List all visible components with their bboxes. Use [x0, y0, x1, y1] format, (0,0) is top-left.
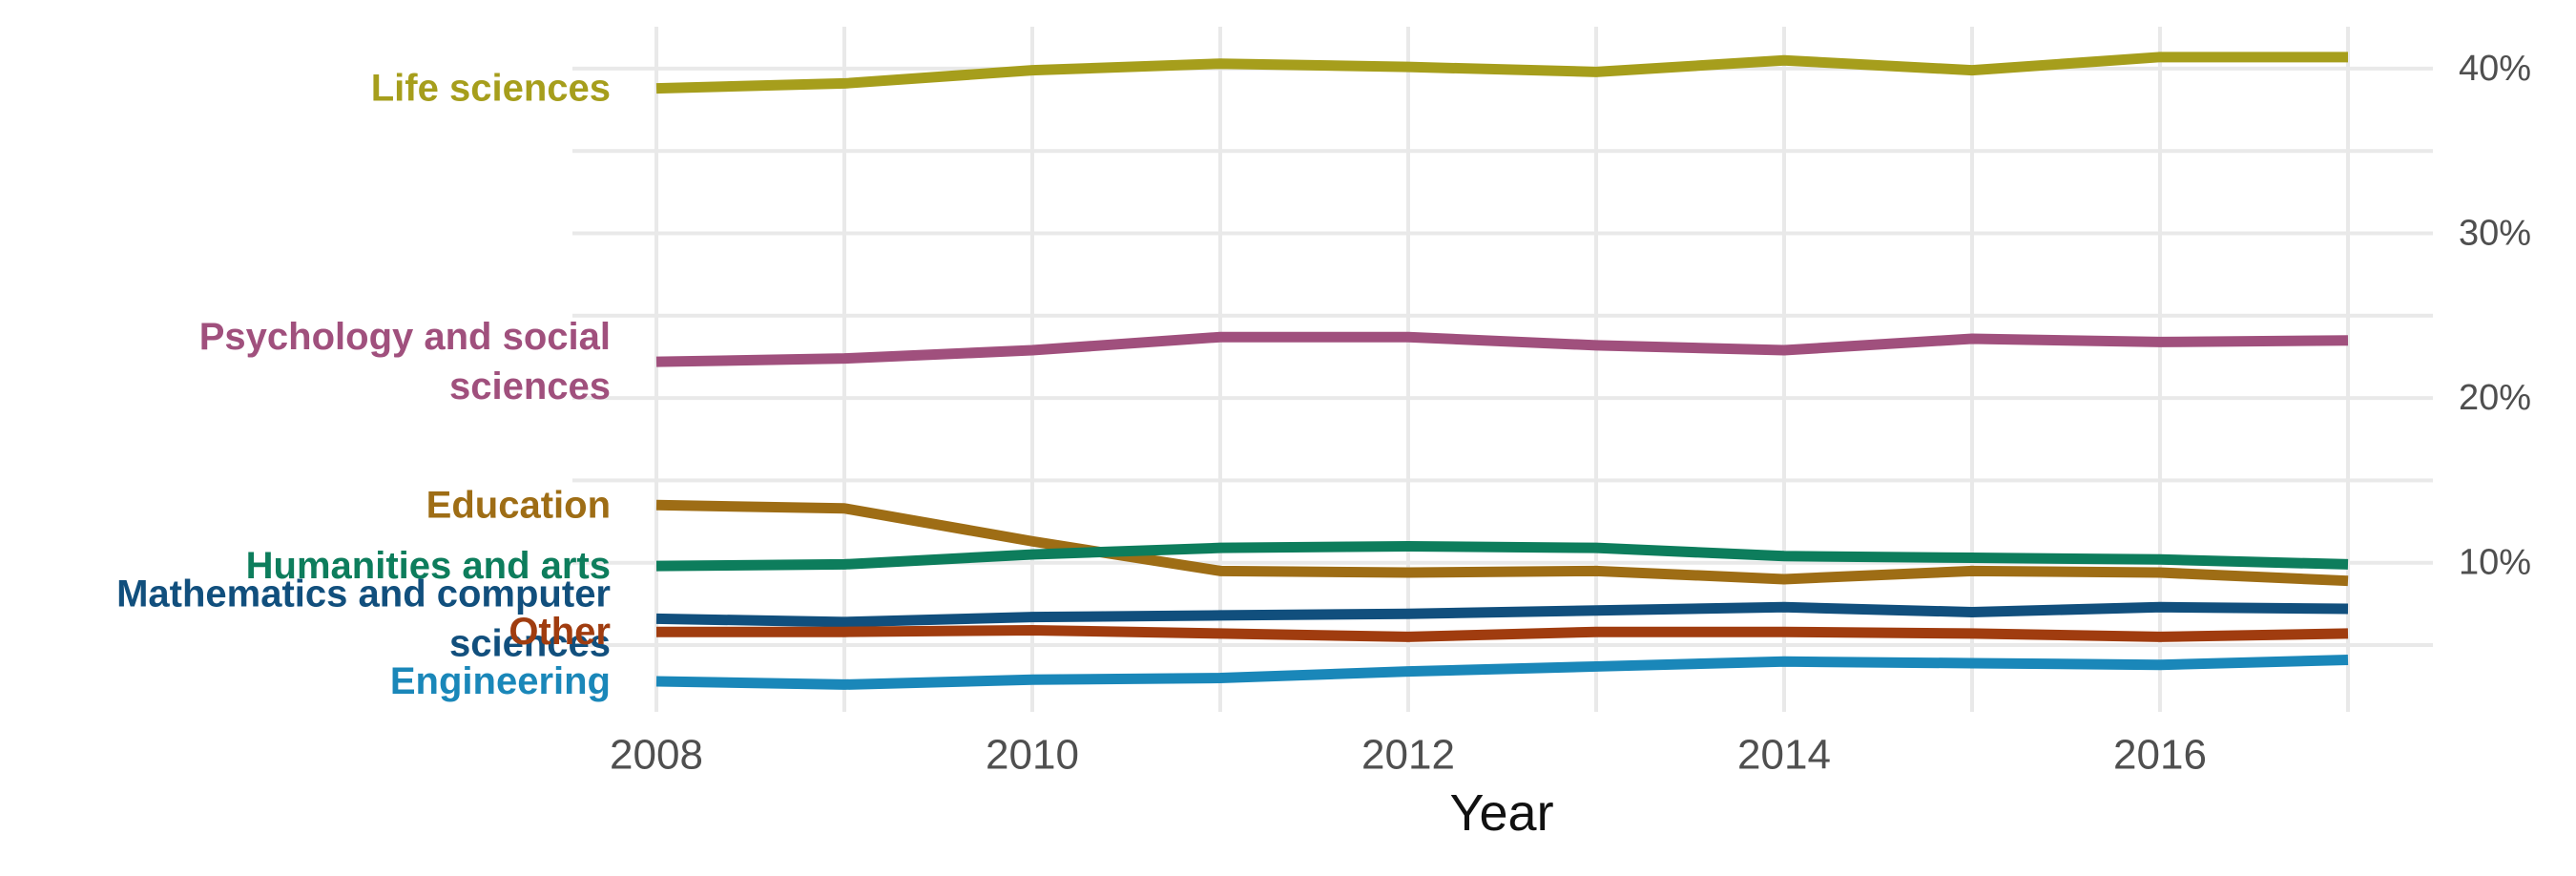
x-tick-2012: 2012 [1361, 732, 1455, 779]
series-label-mathematics-and-computer-sciences-line2: sciences [449, 622, 611, 664]
series-label-mathematics-and-computer-sciences-line1: Mathematics and computer [116, 573, 611, 615]
series-label-psychology-and-social-sciences-line2: sciences [449, 365, 611, 407]
series-line-other [656, 624, 2349, 642]
y-axis-tick-labels: 40% 30% 20% 10% [2459, 49, 2531, 583]
y-tick-10: 10% [2459, 543, 2531, 583]
x-tick-2014: 2014 [1737, 732, 1831, 779]
series-label-engineering: Engineering [390, 660, 611, 702]
vertical-gridlines [654, 27, 2350, 712]
series-labels: Life sciences Psychology and social scienc… [116, 68, 611, 702]
series-line-engineering [655, 655, 2349, 690]
y-tick-40: 40% [2459, 49, 2531, 89]
series-line-psychology-and-social-sciences [655, 331, 2349, 367]
x-tick-2016: 2016 [2113, 732, 2207, 779]
series-line-education [655, 499, 2349, 587]
y-tick-30: 30% [2459, 214, 2531, 254]
x-axis-tick-labels: 2008 2010 2012 2014 2016 [610, 732, 2207, 779]
y-tick-20: 20% [2459, 378, 2531, 418]
series-lines [655, 52, 2349, 690]
series-label-other: Other [509, 611, 611, 653]
series-label-humanities-and-arts: Humanities and arts [246, 545, 611, 587]
series-label-psychology-and-social-sciences-line1: Psychology and social [199, 316, 611, 358]
series-label-education: Education [426, 484, 611, 526]
series-line-mathematics-and-computer-sciences [655, 601, 2349, 628]
series-line-humanities-and-arts [655, 540, 2349, 572]
x-tick-2010: 2010 [986, 732, 1079, 779]
series-label-life-sciences: Life sciences [371, 68, 611, 110]
x-axis-title: Year [1449, 784, 1553, 842]
series-line-life-sciences [655, 52, 2348, 94]
x-tick-2008: 2008 [610, 732, 703, 779]
